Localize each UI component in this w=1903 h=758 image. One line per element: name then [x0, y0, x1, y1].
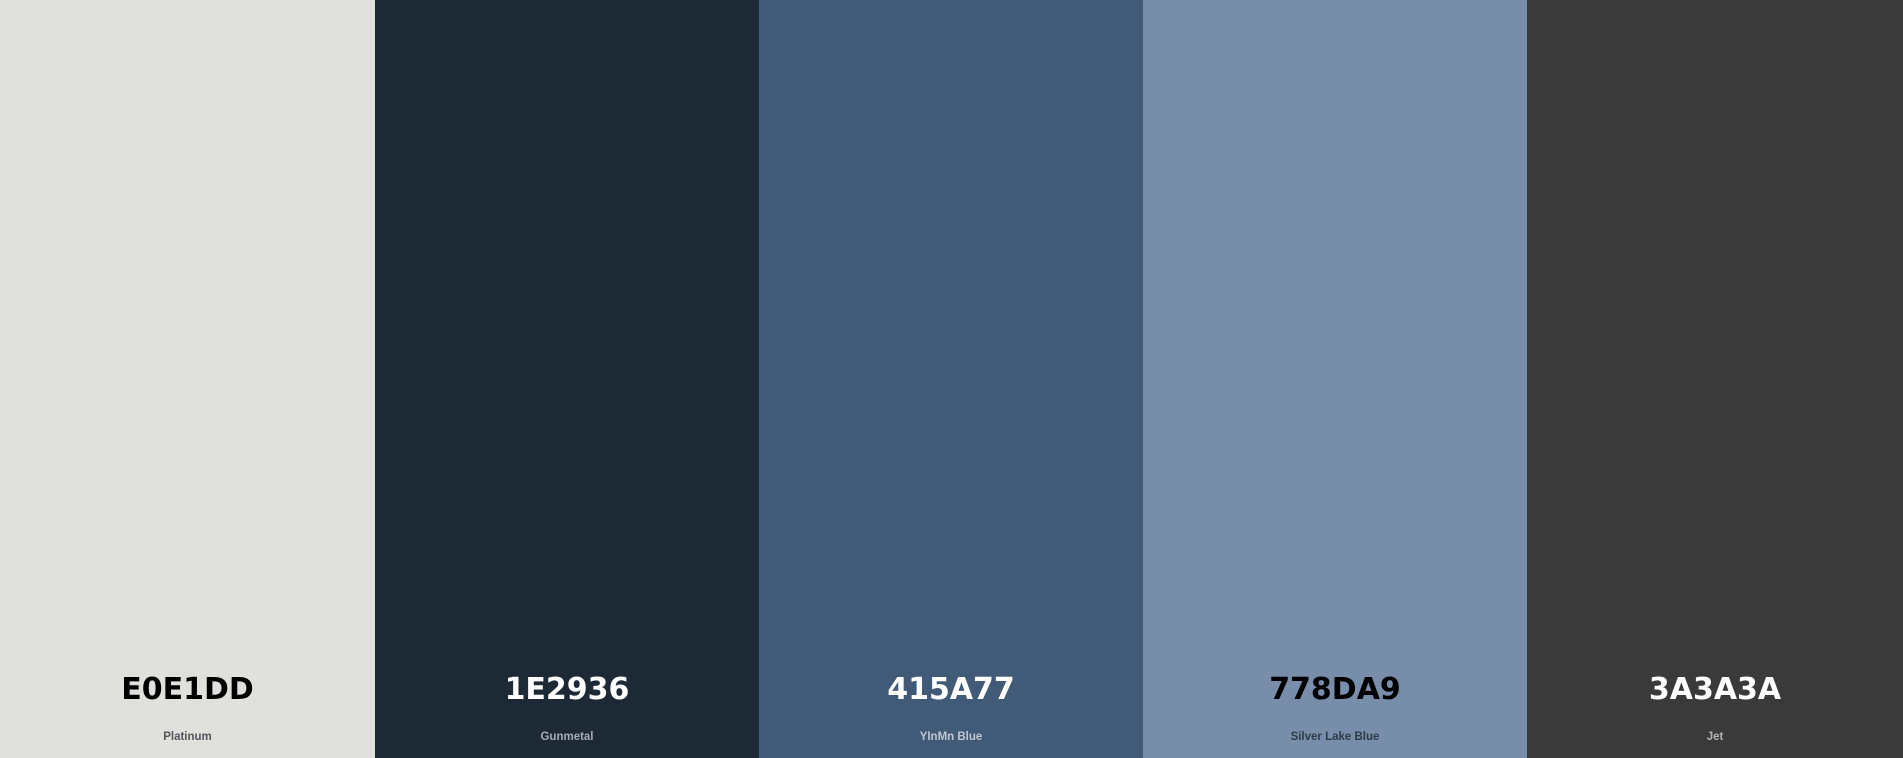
swatch-yinmn-blue[interactable]: 415A77 YInMn Blue: [759, 0, 1143, 758]
swatch-color-name: YInMn Blue: [919, 731, 983, 743]
swatch-color-name: Silver Lake Blue: [1290, 731, 1380, 743]
swatch-color-name: Platinum: [163, 731, 212, 743]
swatch-platinum[interactable]: E0E1DD Platinum: [0, 0, 375, 758]
swatch-gunmetal[interactable]: 1E2936 Gunmetal: [375, 0, 759, 758]
swatch-hex-code[interactable]: 3A3A3A: [1648, 672, 1782, 707]
swatch-hex-code[interactable]: 778DA9: [1269, 672, 1401, 707]
swatch-color-name: Jet: [1706, 731, 1724, 743]
swatch-jet[interactable]: 3A3A3A Jet: [1527, 0, 1903, 758]
swatch-hex-code[interactable]: E0E1DD: [121, 672, 254, 707]
swatch-hex-code[interactable]: 1E2936: [504, 672, 630, 707]
swatch-silver-lake-blue[interactable]: 778DA9 Silver Lake Blue: [1143, 0, 1527, 758]
swatch-hex-code[interactable]: 415A77: [887, 672, 1015, 707]
swatch-color-name: Gunmetal: [540, 731, 594, 743]
